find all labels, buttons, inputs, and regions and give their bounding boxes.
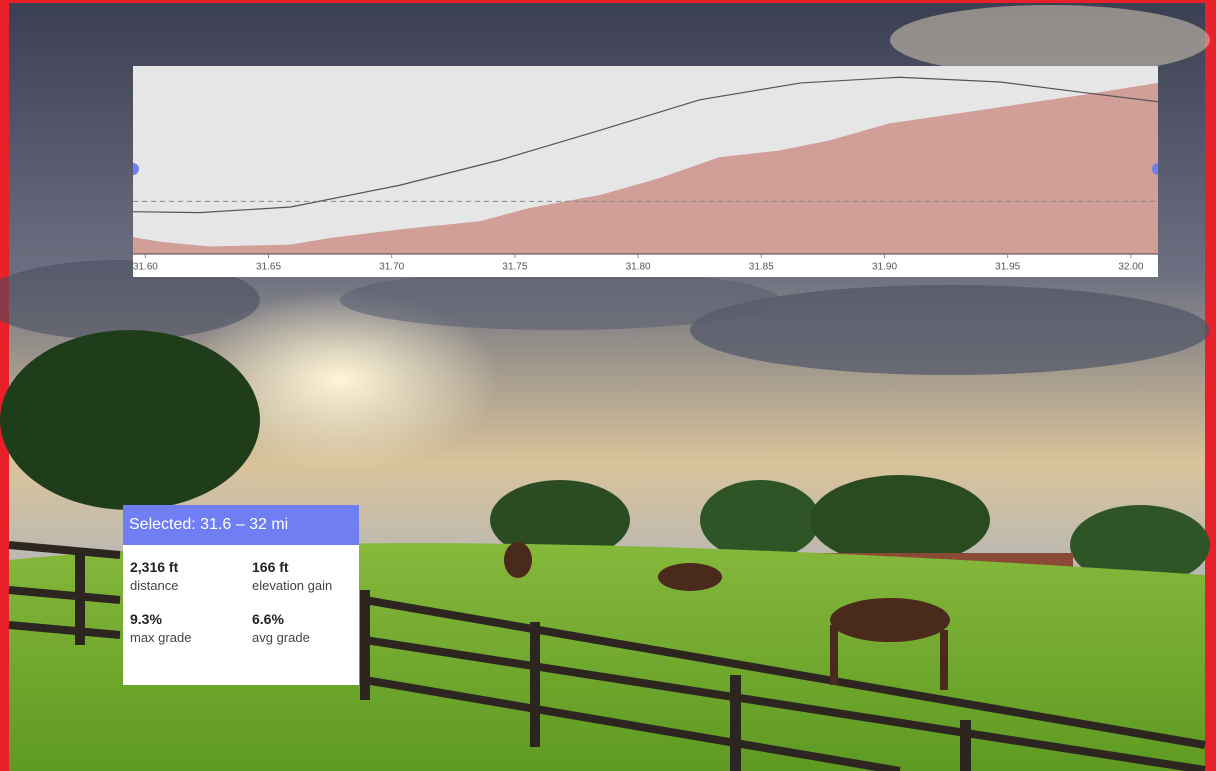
stat: 9.3% max grade <box>130 611 252 645</box>
stat: 166 ft elevation gain <box>252 559 362 593</box>
stat-value: 2,316 ft <box>130 559 252 575</box>
stat-label: avg grade <box>252 630 362 645</box>
x-tick-label: 31.60 <box>133 262 158 273</box>
stat-value: 6.6% <box>252 611 362 627</box>
stat-value: 166 ft <box>252 559 362 575</box>
x-tick-label: 31.90 <box>872 262 897 273</box>
panel-title: Selected: 31.6 – 32 mi <box>123 505 359 545</box>
elevation-chart[interactable]: 31.60 31.65 31.70 31.75 31.80 31.85 31.90 31.95… <box>133 66 1158 277</box>
stat-label: max grade <box>130 630 252 645</box>
x-tick-label: 31.70 <box>379 262 404 273</box>
selection-panel: Selected: 31.6 – 32 mi 2,316 ft distance … <box>123 505 359 685</box>
x-tick-label: 32.00 <box>1118 262 1143 273</box>
x-tick-label: 31.95 <box>995 262 1020 273</box>
x-tick-label: 31.85 <box>749 262 774 273</box>
stat-value: 9.3% <box>130 611 252 627</box>
x-tick-label: 31.75 <box>502 262 527 273</box>
stat-label: distance <box>130 578 252 593</box>
x-tick-label: 31.80 <box>626 262 651 273</box>
stat-label: elevation gain <box>252 578 362 593</box>
page: 31.60 31.65 31.70 31.75 31.80 31.85 31.90 31.95… <box>0 0 1216 771</box>
stats: 2,316 ft distance 166 ft elevation gain 9.… <box>123 545 359 645</box>
stat: 6.6% avg grade <box>252 611 362 645</box>
x-tick-label: 31.65 <box>256 262 281 273</box>
stat: 2,316 ft distance <box>130 559 252 593</box>
